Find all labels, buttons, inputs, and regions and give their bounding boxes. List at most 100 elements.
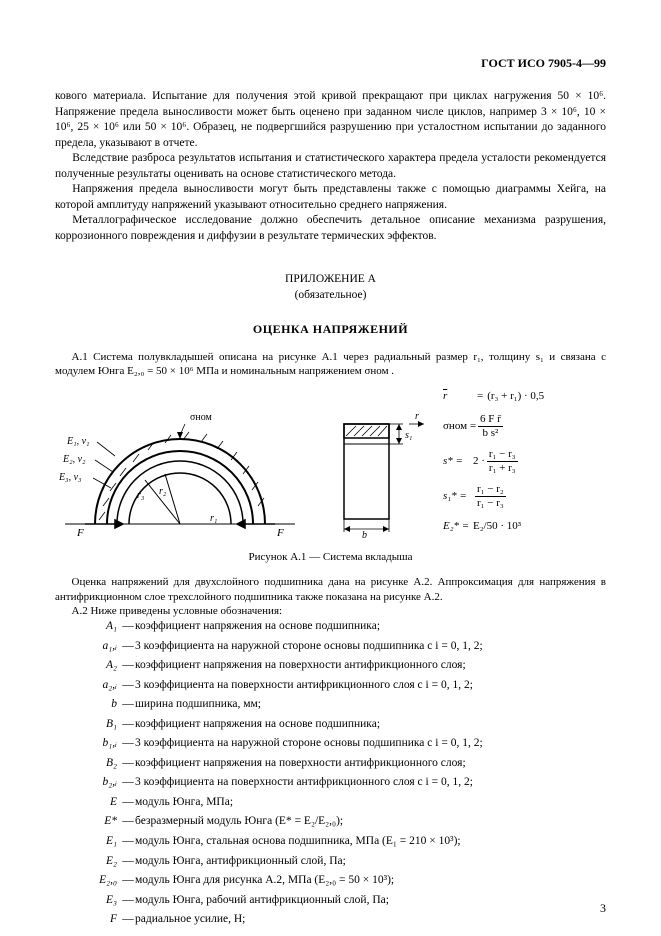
section-title: ОЦЕНКА НАПРЯЖЕНИЙ (55, 321, 606, 337)
figure-row: F F r₁ r₂ r₃ E₁, ν₁ E₂, ν₂ E₃, ν₃ σном (55, 389, 606, 544)
definition-dash: — (121, 795, 135, 811)
eq-sstar-pre: 2 · (473, 454, 485, 469)
definition-symbol: a₂,ᵢ (83, 678, 121, 694)
definition-text: модуль Юнга, МПа; (135, 795, 606, 811)
doc-header: ГОСТ ИСО 7905-4—99 (55, 55, 606, 71)
definition-symbol: b₂,ᵢ (83, 775, 121, 791)
definition-text: коэффициент напряжения на основе подшипн… (135, 717, 606, 733)
para-2: Вследствие разброса результатов испытани… (55, 151, 606, 182)
definition-row: b—ширина подшипника, мм; (83, 697, 606, 713)
definition-row: E₁—модуль Юнга, стальная основа подшипни… (83, 834, 606, 850)
definition-text: коэффициент напряжения на основе подшипн… (135, 619, 606, 635)
definition-dash: — (121, 854, 135, 870)
definition-symbol: E (83, 795, 121, 811)
equation-stack: r=(r₃ + r₁) · 0,5 σном = 6 F r̄b s² s* =… (443, 389, 583, 544)
para-4: Металлографическое исследование должно о… (55, 213, 606, 244)
label-F-right: F (276, 527, 284, 539)
definition-dash: — (121, 893, 135, 909)
definition-dash: — (121, 697, 135, 713)
definition-symbol: F (83, 912, 121, 928)
definition-row: b₁,ᵢ—3 коэффициента на наружной стороне … (83, 736, 606, 752)
definition-dash: — (121, 834, 135, 850)
definition-symbol: B₂ (83, 756, 121, 772)
label-b: b (362, 530, 367, 539)
definition-symbol: a₁,ᵢ (83, 639, 121, 655)
eq-e2-rhs: E₂/50 · 10³ (473, 519, 521, 534)
eq-sigma-num: 6 F r̄ (478, 414, 503, 427)
para-a1: А.1 Система полувкладышей описана на рис… (55, 350, 606, 380)
definition-text: 3 коэффициента на поверхности антифрикци… (135, 678, 606, 694)
eq-sigma-lhs: σном = (443, 419, 476, 434)
definition-symbol: A₁ (83, 619, 121, 635)
definition-symbol: b (83, 697, 121, 713)
label-e3: E₃, ν₃ (58, 472, 82, 483)
definition-text: радиальное усилие, Н; (135, 912, 606, 928)
definition-symbol: E₁ (83, 834, 121, 850)
definition-row: A₂—коэффициент напряжения на поверхности… (83, 658, 606, 674)
eq-s1-lhs: s₁* = (443, 489, 473, 504)
para-a2b: А.2 Ниже приведены условные обозначения: (55, 604, 606, 619)
definition-row: a₂,ᵢ—3 коэффициента на поверхности антиф… (83, 678, 606, 694)
definition-dash: — (121, 912, 135, 928)
eq-rbar-lhs: r (443, 389, 473, 404)
label-r3: r₃ (137, 490, 145, 501)
definition-dash: — (121, 717, 135, 733)
definition-row: E—модуль Юнга, МПа; (83, 795, 606, 811)
label-e1: E₁, ν₁ (66, 436, 90, 447)
definition-dash: — (121, 873, 135, 889)
para-3: Напряжения предела выносливости могут бы… (55, 182, 606, 213)
definition-row: a₁,ᵢ—3 коэффициента на наружной стороне … (83, 639, 606, 655)
definition-text: безразмерный модуль Юнга (E* = E₂/E₂,₀); (135, 814, 606, 830)
definition-row: F—радиальное усилие, Н; (83, 912, 606, 928)
definition-row: B₁—коэффициент напряжения на основе подш… (83, 717, 606, 733)
definition-dash: — (121, 678, 135, 694)
label-r1: r₁ (210, 513, 217, 524)
definition-dash: — (121, 639, 135, 655)
definition-dash: — (121, 619, 135, 635)
definition-dash: — (121, 814, 135, 830)
eq-sigma-den: b s² (478, 427, 503, 439)
definition-text: 3 коэффициента на наружной стороне основ… (135, 736, 606, 752)
definition-row: b₂,ᵢ—3 коэффициента на поверхности антиф… (83, 775, 606, 791)
definition-text: ширина подшипника, мм; (135, 697, 606, 713)
figure-cross-section: b s₁ r (319, 394, 429, 539)
appendix-subtitle: (обязательное) (55, 288, 606, 304)
label-r2: r₂ (159, 486, 167, 497)
definition-row: A₁—коэффициент напряжения на основе подш… (83, 619, 606, 635)
eq-sstar-lhs: s* = (443, 454, 473, 469)
definition-text: 3 коэффициента на поверхности антифрикци… (135, 775, 606, 791)
eq-s1-den: r₁ − r₃ (475, 497, 506, 509)
definition-symbol: E₂,₀ (83, 873, 121, 889)
eq-e2-lhs: E₂* = (443, 519, 473, 534)
definition-row: E₂—модуль Юнга, антифрикционный слой, Па… (83, 854, 606, 870)
definition-text: 3 коэффициента на наружной стороне основ… (135, 639, 606, 655)
figure-arc-diagram: F F r₁ r₂ r₃ E₁, ν₁ E₂, ν₂ E₃, ν₃ σном (55, 394, 305, 539)
definition-symbol: A₂ (83, 658, 121, 674)
definition-symbol: B₁ (83, 717, 121, 733)
page: ГОСТ ИСО 7905-4—99 кового материала. Исп… (0, 0, 661, 936)
definition-text: модуль Юнга, антифрикционный слой, Па; (135, 854, 606, 870)
figure-caption: Рисунок А.1 — Система вкладыша (55, 550, 606, 565)
eq-s1-num: r₁ − r₂ (475, 484, 506, 497)
page-number: 3 (600, 900, 606, 916)
definition-text: коэффициент напряжения на поверхности ан… (135, 756, 606, 772)
definition-symbol: E₃ (83, 893, 121, 909)
definition-row: B₂—коэффициент напряжения на поверхности… (83, 756, 606, 772)
definition-dash: — (121, 756, 135, 772)
definition-text: модуль Юнга, рабочий антифрикционный сло… (135, 893, 606, 909)
definition-text: модуль Юнга, стальная основа подшипника,… (135, 834, 606, 850)
definition-row: E₂,₀—модуль Юнга для рисунка А.2, МПа (E… (83, 873, 606, 889)
eq-rbar-rhs: (r₃ + r₁) · 0,5 (487, 389, 544, 404)
eq-sstar-num: r₁ − r₃ (487, 449, 518, 462)
definition-text: коэффициент напряжения на поверхности ан… (135, 658, 606, 674)
definition-dash: — (121, 658, 135, 674)
definition-dash: — (121, 736, 135, 752)
svg-text:r: r (415, 411, 419, 422)
label-e2: E₂, ν₂ (62, 454, 86, 465)
eq-sstar-den: r₁ + r₃ (487, 462, 518, 474)
appendix-title: ПРИЛОЖЕНИЕ А (55, 272, 606, 288)
definitions-list: A₁—коэффициент напряжения на основе подш… (83, 619, 606, 927)
definition-symbol: E₂ (83, 854, 121, 870)
definition-symbol: b₁,ᵢ (83, 736, 121, 752)
label-s1: s₁ (405, 430, 412, 441)
